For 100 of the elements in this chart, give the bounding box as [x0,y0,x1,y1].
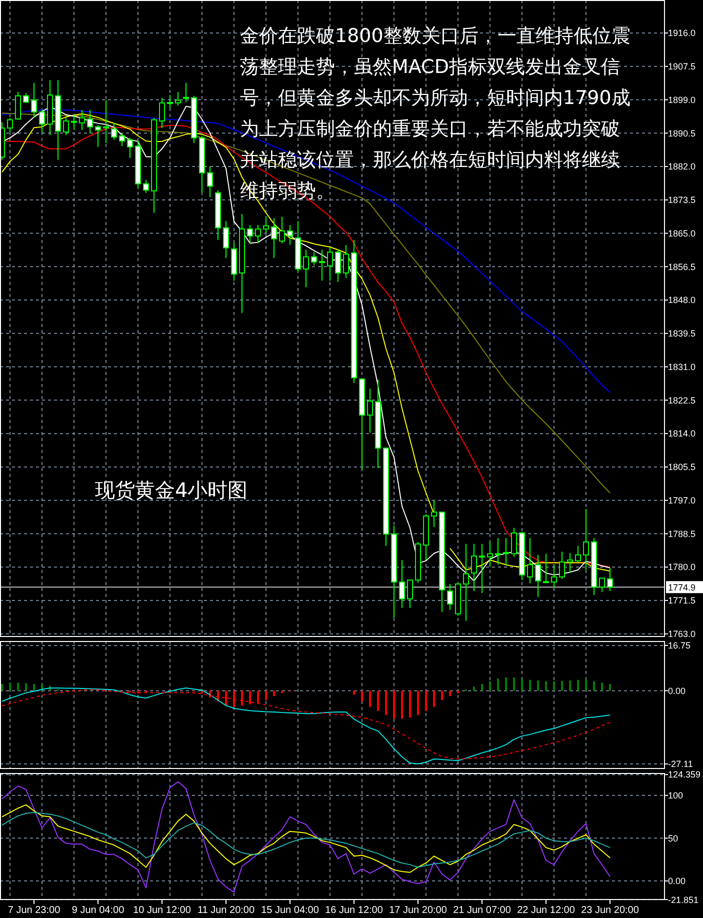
bar [593,681,595,691]
candlestick [119,132,125,147]
ref-line-label: 1774.9 [668,582,696,592]
candlestick [39,109,45,134]
y-tick-label: 1916.0 [668,28,696,38]
bar [417,690,419,715]
candlestick [503,538,509,566]
candlestick [103,100,109,144]
x-tick-label: 10 Jun 12:00 [133,905,192,916]
candlestick [367,388,373,434]
candlestick [431,499,437,528]
candlestick [247,224,253,244]
candlestick [223,220,229,259]
y-tick-label: 100 [668,790,684,801]
candlestick [559,551,565,580]
x-tick-label: 17 Jun 20:00 [389,905,448,916]
candlestick [271,217,277,259]
y-tick-label: 1771.5 [668,596,696,606]
y-tick-label: 50 [668,833,678,844]
bar [569,680,571,691]
bar [513,677,515,691]
y-tick-label: 1797.0 [668,495,696,506]
y-tick-label: 1899.0 [668,94,696,105]
bar [537,680,539,691]
y-tick-label: 1822.5 [668,395,696,406]
x-tick-label: 22 Jun 12:00 [517,905,576,916]
candlestick [159,97,165,129]
candlestick [575,545,581,562]
y-tick-label: 1865.0 [668,228,696,238]
candlestick [511,527,517,558]
candlestick [15,91,21,120]
y-tick-label: 16.75 [668,640,691,651]
bar [521,678,523,691]
candlestick [279,216,285,244]
bar [561,680,563,691]
bar [529,680,531,691]
candlestick [71,114,77,130]
y-tick-label: 1873.5 [668,195,696,206]
y-tick-label: 1839.5 [668,328,696,339]
bar [577,680,579,691]
bar [497,678,499,691]
y-tick-label: 1856.5 [668,262,696,272]
bar [361,690,363,702]
candlestick [327,246,333,282]
candlestick [7,117,13,132]
candlestick [551,564,557,588]
bar [1,684,3,691]
bar [473,686,475,691]
bar [425,690,427,711]
candlestick [599,578,605,592]
candlestick [143,179,149,194]
line-series [2,781,610,893]
bar [553,681,555,691]
bar [369,690,371,707]
x-tick-label: 9 Jun 04:00 [72,905,125,916]
y-tick-label: 1814.0 [668,428,696,439]
y-tick-label: 1882.0 [668,162,696,172]
candlestick [63,117,69,136]
bar [489,681,491,691]
y-tick-label: -27.11 [668,759,693,770]
candlestick [127,137,133,158]
y-tick-label: 1788.5 [668,528,696,539]
candlestick [287,224,293,246]
candlestick [407,580,413,608]
candlestick [87,109,93,134]
x-tick-label: 21 Jun 07:00 [453,905,512,916]
x-tick-label: 23 Jun 20:00 [581,905,640,916]
bar [9,682,11,691]
candlestick [255,224,261,244]
bar [505,677,507,691]
candlestick [311,252,317,266]
bar [481,684,483,691]
bar [457,690,459,694]
bar [273,690,275,696]
bar [25,683,27,691]
candlestick [319,249,325,282]
bar [265,690,267,700]
y-tick-label: 1890.5 [668,128,696,138]
line-series [2,804,610,873]
candlestick [303,249,309,288]
bar [433,690,435,707]
y-tick-label: 1805.5 [668,462,696,472]
x-tick-label: 11 Jun 20:00 [197,905,255,916]
candlestick [343,244,349,279]
bar [393,690,395,719]
bar [609,684,611,691]
candlestick [167,94,173,108]
candlestick [463,543,469,622]
bar [409,690,411,718]
candlestick [527,538,533,584]
candlestick [567,552,573,574]
bar [601,682,603,691]
y-tick-label: 1780.0 [668,562,696,572]
y-tick-label: 0.00 [668,686,686,696]
y-tick-label: 124.359 [668,770,701,780]
bar [545,681,547,691]
candlestick [479,543,485,594]
bar [353,690,355,695]
candlestick [183,82,189,103]
x-tick-label: 15 Jun 04:00 [261,905,320,916]
